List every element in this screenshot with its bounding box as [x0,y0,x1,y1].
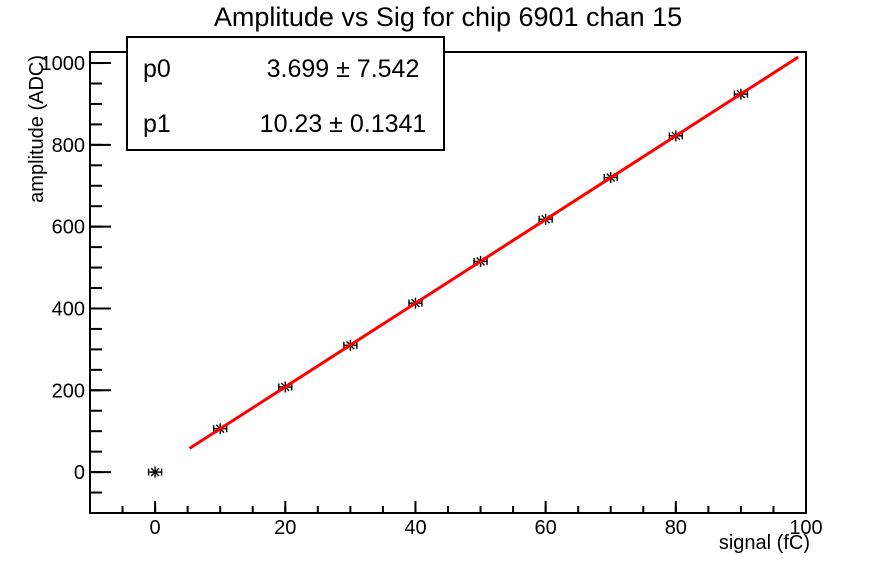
y-tick-label: 1000 [41,53,86,75]
x-tick-label: 60 [535,517,557,539]
y-tick-label: 400 [52,298,85,320]
stats-param-value: 3.699 ± 7.542 [266,55,420,83]
x-tick-label: 40 [404,517,426,539]
stats-row-p0: p0 3.699 ± 7.542 [128,52,443,86]
y-tick-label: 800 [52,135,85,157]
x-axis-title: signal (fC) [719,532,810,554]
stats-param-name: p0 [143,55,171,83]
y-tick-label: 600 [52,217,85,239]
stats-param-name: p1 [143,110,171,138]
fit-line [188,55,800,450]
x-tick-label: 20 [274,517,296,539]
x-tick-label: 80 [665,517,687,539]
stats-param-value: 10.23 ± 0.1341 [259,110,427,138]
stats-box: p0 3.699 ± 7.542 p1 10.23 ± 0.1341 [126,36,445,151]
y-tick-label: 200 [52,380,85,402]
stats-row-p1: p1 10.23 ± 0.1341 [128,107,443,141]
y-tick-label: 0 [74,462,85,484]
data-point [147,466,163,478]
y-axis-title: amplitude (ADC) [26,55,48,203]
x-tick-label: 0 [150,517,161,539]
plot-title: Amplitude vs Sig for chip 6901 chan 15 [213,2,683,32]
x-tick-label: 100 [789,517,822,539]
